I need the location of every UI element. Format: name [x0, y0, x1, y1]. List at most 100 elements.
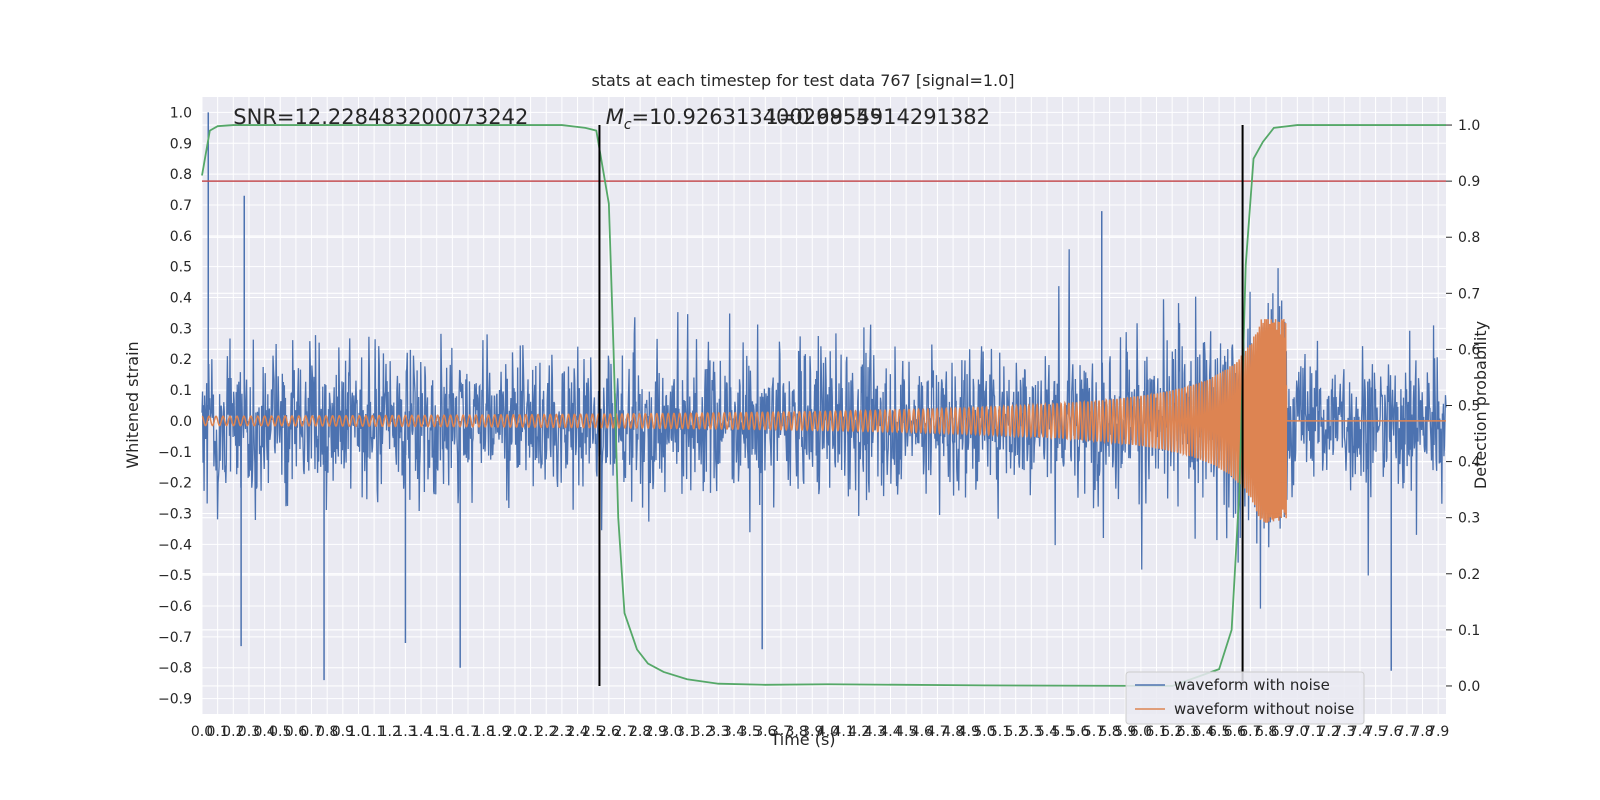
- chirp-mass-subscript: c: [624, 117, 632, 133]
- x-tick-label: 7.3: [1333, 724, 1355, 740]
- chart-title: stats at each timestep for test data 767…: [591, 71, 1014, 90]
- x-tick-label: 6.4: [1192, 724, 1214, 740]
- y-tick-label: −0.9: [158, 692, 192, 708]
- x-tick-label: 0.9: [332, 724, 354, 740]
- y-tick-label: −0.1: [158, 445, 192, 461]
- x-tick-label: 5.1: [989, 724, 1011, 740]
- x-tick-label: 2.1: [519, 724, 541, 740]
- y-tick-label: −0.6: [158, 599, 192, 615]
- clean-waveform-line: [201, 319, 1446, 523]
- x-tick-label: 1.9: [488, 724, 510, 740]
- x-tick-label: 7.9: [1427, 724, 1449, 740]
- legend-frame: [1125, 671, 1365, 725]
- x-tick-label: 1.2: [379, 724, 401, 740]
- x-tick-label: 4.0: [817, 724, 839, 740]
- x-tick-label: 2.5: [582, 724, 604, 740]
- x-tick-label: 6.5: [1208, 724, 1230, 740]
- x-tick-label: 1.7: [457, 724, 479, 740]
- y-tick-label: −0.5: [158, 568, 192, 584]
- x-tick-label: 3.5: [739, 724, 761, 740]
- x-tick-label: 1.4: [410, 724, 432, 740]
- chirp-mass-value: =10.926313400268555: [632, 105, 883, 129]
- x-tick-label: 0.1: [207, 724, 229, 740]
- x-tick-label: 1.8: [473, 724, 495, 740]
- y-tick-labels: −0.9 −0.8 −0.7 −0.6 −0.5 −0.4 −0.3 −0.2 −0.1 0.0 0…: [158, 105, 192, 707]
- x-tick-label: 2.0: [504, 724, 526, 740]
- right-y-tick-label: 0.9: [1458, 174, 1480, 190]
- x-tick-label: 2.3: [551, 724, 573, 740]
- x-tick-label: 3.3: [707, 724, 729, 740]
- x-tick-label: 5.5: [1051, 724, 1073, 740]
- y-tick-label: 0.3: [170, 321, 192, 337]
- x-tick-label: 7.8: [1411, 724, 1433, 740]
- x-tick-label: 4.6: [911, 724, 933, 740]
- x-axis-label: Time (s): [769, 730, 835, 749]
- y-tick-label: −0.4: [158, 537, 192, 553]
- right-y-tick-label: 0.2: [1458, 567, 1480, 583]
- x-tick-label: 6.8: [1255, 724, 1277, 740]
- y-tick-label: 0.0: [170, 414, 192, 430]
- x-tick-label: 1.0: [347, 724, 369, 740]
- series-layer: [201, 112, 1447, 687]
- x-tick-label: 7.6: [1380, 724, 1402, 740]
- x-tick-label: 3.4: [723, 724, 745, 740]
- right-y-tick-label: 0.7: [1458, 286, 1480, 302]
- snr-annotation: SNR=12.228483200073242: [233, 105, 528, 129]
- x-tick-label: 0.7: [300, 724, 322, 740]
- x-tick-label: 4.3: [864, 724, 886, 740]
- right-y-tick-label: 0.5: [1458, 399, 1480, 415]
- x-tick-label: 0.0: [191, 724, 213, 740]
- x-tick-label: 2.7: [613, 724, 635, 740]
- x-tick-label: 5.3: [1020, 724, 1042, 740]
- x-tick-label: 5.4: [1036, 724, 1058, 740]
- x-tick-label: 5.7: [1083, 724, 1105, 740]
- x-tick-label: 2.9: [645, 724, 667, 740]
- x-tick-label: 5.0: [973, 724, 995, 740]
- x-tick-label: 2.2: [535, 724, 557, 740]
- legend: waveform with noise waveform without noi…: [1125, 671, 1365, 725]
- x-tick-label: 3.8: [785, 724, 807, 740]
- x-tick-label: 6.2: [1161, 724, 1183, 740]
- x-tick-label: 7.7: [1396, 724, 1418, 740]
- x-tick-label: 6.0: [1130, 724, 1152, 740]
- right-y-tick-label: 0.8: [1458, 230, 1480, 246]
- x-tick-label: 1.6: [441, 724, 463, 740]
- right-y-tick-label: 0.4: [1458, 455, 1480, 471]
- x-tick-label: 4.8: [942, 724, 964, 740]
- y-tick-label: −0.2: [158, 476, 192, 492]
- x-tick-label: 7.1: [1302, 724, 1324, 740]
- x-tick-label: 2.8: [629, 724, 651, 740]
- x-tick-label: 3.1: [676, 724, 698, 740]
- x-tick-label: 4.4: [879, 724, 901, 740]
- x-tick-label: 4.1: [832, 724, 854, 740]
- annotations: SNR=12.228483200073242 Mc=10.92631340026…: [233, 105, 990, 133]
- mass-ratio-annotation: 1=0.9954914291382: [765, 105, 990, 129]
- x-tick-label: 4.5: [895, 724, 917, 740]
- y-tick-label: −0.7: [158, 630, 192, 646]
- x-tick-label: 7.0: [1286, 724, 1308, 740]
- x-tick-label: 4.2: [848, 724, 870, 740]
- y-axis-label: Whitened strain: [123, 341, 142, 468]
- x-tick-label: 3.2: [692, 724, 714, 740]
- x-tick-label: 0.3: [238, 724, 260, 740]
- y-tick-label: 0.4: [170, 291, 192, 307]
- x-tick-label: 4.9: [958, 724, 980, 740]
- x-tick-label: 3.6: [754, 724, 776, 740]
- x-tick-label: 0.8: [316, 724, 338, 740]
- y-tick-label: 0.5: [170, 260, 192, 276]
- chirp-mass-symbol: M: [606, 105, 624, 129]
- y-tick-label: −0.3: [158, 506, 192, 522]
- x-tick-label: 6.3: [1177, 724, 1199, 740]
- legend-label-noise: waveform with noise: [1174, 676, 1330, 694]
- legend-label-clean: waveform without noise: [1174, 700, 1354, 718]
- x-tick-label: 5.2: [1005, 724, 1027, 740]
- x-tick-label: 3.0: [660, 724, 682, 740]
- y-tick-label: 0.7: [170, 198, 192, 214]
- x-tick-label: 4.7: [926, 724, 948, 740]
- y-tick-label: 0.9: [170, 136, 192, 152]
- right-y-tick-label: 0.0: [1458, 679, 1480, 695]
- x-tick-label: 3.7: [770, 724, 792, 740]
- y-tick-label: 0.2: [170, 352, 192, 368]
- x-tick-label: 0.6: [285, 724, 307, 740]
